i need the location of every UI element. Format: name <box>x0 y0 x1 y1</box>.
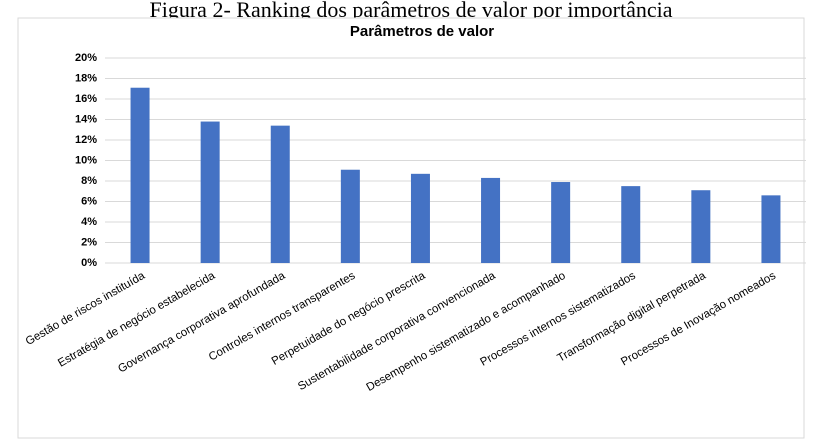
y-tick-label: 14% <box>75 113 97 125</box>
y-tick-label: 16% <box>75 93 97 105</box>
bar <box>130 87 150 263</box>
bar <box>691 190 711 263</box>
bar <box>410 173 430 263</box>
bar <box>270 125 290 264</box>
y-tick-label: 4% <box>81 216 97 228</box>
y-tick-label: 10% <box>75 154 97 166</box>
bar <box>200 121 220 263</box>
y-tick-label: 2% <box>81 236 97 248</box>
chart-title: Parâmetros de valor <box>350 23 494 40</box>
bar <box>340 169 360 263</box>
bar <box>481 177 501 263</box>
y-tick-label: 20% <box>75 52 97 64</box>
bar <box>551 182 571 263</box>
y-tick-label: 6% <box>81 195 97 207</box>
figure-caption: Figura 2- Ranking dos parâmetros de valo… <box>150 0 673 22</box>
y-tick-label: 8% <box>81 175 97 187</box>
y-tick-label: 0% <box>81 257 97 269</box>
bar <box>621 186 641 263</box>
bar <box>761 195 781 263</box>
y-tick-label: 12% <box>75 134 97 146</box>
y-tick-label: 18% <box>75 72 97 84</box>
